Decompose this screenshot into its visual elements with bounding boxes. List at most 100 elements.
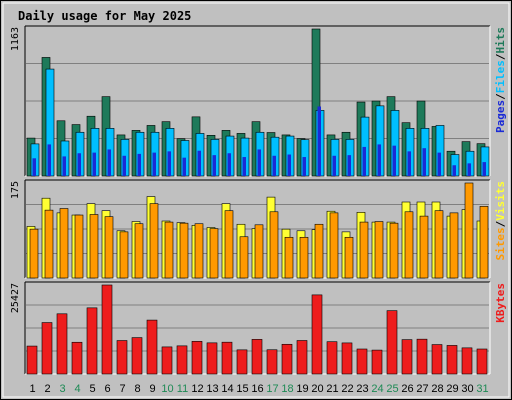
y-max-label: 175 xyxy=(10,181,21,199)
bar-kbytes xyxy=(416,338,428,375)
bar-pages xyxy=(137,153,141,176)
bar-kbytes xyxy=(251,339,263,375)
bar-pages xyxy=(257,149,261,176)
bar-pages xyxy=(212,155,216,176)
bar-sites xyxy=(119,231,129,279)
bar-pages xyxy=(77,153,81,176)
bar-sites xyxy=(299,236,309,279)
day-label: 13 xyxy=(206,383,218,395)
bar-sites xyxy=(134,223,144,279)
bar-pages xyxy=(122,155,126,176)
bar-sites xyxy=(479,206,489,279)
bar-pages xyxy=(197,150,201,176)
day-label: 3 xyxy=(59,383,65,395)
bar-sites xyxy=(389,222,399,279)
day-label: 16 xyxy=(251,383,263,395)
day-label: 19 xyxy=(296,383,308,395)
bar-pages xyxy=(47,144,51,176)
bar-kbytes xyxy=(371,349,383,375)
bar-kbytes xyxy=(176,345,188,375)
bar-kbytes xyxy=(41,322,53,375)
bar-kbytes xyxy=(206,342,218,375)
day-label: 14 xyxy=(221,383,233,395)
bar-pages xyxy=(227,153,231,176)
bar-pages xyxy=(152,152,156,176)
day-label: 9 xyxy=(149,383,155,395)
bar-sites xyxy=(284,236,294,279)
legend-entry: KBytes xyxy=(494,283,507,323)
bar-sites xyxy=(194,223,204,279)
day-label: 10 xyxy=(161,383,173,395)
legend-entry: Hits xyxy=(494,27,507,54)
bar-pages xyxy=(242,157,246,176)
bar-kbytes xyxy=(146,319,158,375)
bar-pages xyxy=(167,151,171,176)
panel-visits-sites: 175 Sites/Visits xyxy=(10,179,507,279)
day-label: 7 xyxy=(119,383,125,395)
day-label: 8 xyxy=(134,383,140,395)
bar-sites xyxy=(314,223,324,279)
bar-kbytes xyxy=(341,342,353,375)
day-label: 28 xyxy=(431,383,443,395)
bar-kbytes xyxy=(401,339,413,375)
day-label: 12 xyxy=(191,383,203,395)
bar-pages xyxy=(287,154,291,176)
bar-pages xyxy=(317,106,321,176)
legend-entry: Sites xyxy=(494,227,507,260)
day-label: 20 xyxy=(311,383,323,395)
bar-sites xyxy=(374,221,384,279)
bar-sites xyxy=(344,236,354,279)
bar-pages xyxy=(182,157,186,176)
day-label: 2 xyxy=(44,383,50,395)
day-label: 17 xyxy=(266,383,278,395)
legend-entry: Pages xyxy=(494,100,507,133)
bar-sites xyxy=(89,214,99,279)
bar-kbytes xyxy=(326,341,338,375)
bar-kbytes xyxy=(71,341,83,375)
bar-kbytes xyxy=(446,345,458,375)
bar-pages xyxy=(32,158,36,176)
bar-pages xyxy=(332,155,336,176)
day-label: 26 xyxy=(401,383,413,395)
bar-kbytes xyxy=(26,345,38,375)
bar-sites xyxy=(359,221,369,279)
bar-pages xyxy=(92,152,96,176)
day-label: 6 xyxy=(104,383,110,395)
panel-legend: Pages/Files/Hits xyxy=(494,27,507,133)
day-label: 31 xyxy=(476,383,488,395)
bar-kbytes xyxy=(116,340,128,375)
bar-sites xyxy=(149,203,159,279)
bar-pages xyxy=(482,162,486,176)
day-label: 23 xyxy=(356,383,368,395)
panel-legend: KBytes xyxy=(494,283,507,323)
day-label: 1 xyxy=(29,383,35,395)
panels: 1163Pages/Files/Hits175Sites/Visits25427… xyxy=(10,25,507,375)
bar-pages xyxy=(302,157,306,176)
day-label: 25 xyxy=(386,383,398,395)
legend-entry: / xyxy=(494,93,507,100)
bar-pages xyxy=(62,156,66,176)
bar-sites xyxy=(179,222,189,279)
bar-pages xyxy=(272,155,276,176)
bar-kbytes xyxy=(101,284,113,375)
bar-kbytes xyxy=(431,344,443,375)
bar-sites xyxy=(164,221,174,279)
chart-title: Daily usage for May 2025 xyxy=(18,9,191,23)
bar-pages xyxy=(452,165,456,176)
bar-kbytes xyxy=(296,340,308,375)
day-label: 4 xyxy=(74,383,80,395)
bar-kbytes xyxy=(86,307,98,375)
bar-kbytes xyxy=(266,349,278,375)
legend-entry: Visits xyxy=(494,181,507,221)
day-label: 24 xyxy=(371,383,383,395)
bar-sites xyxy=(464,182,474,279)
day-label: 29 xyxy=(446,383,458,395)
bar-sites xyxy=(44,209,54,279)
bar-kbytes xyxy=(56,313,68,375)
bar-kbytes xyxy=(356,348,368,375)
bar-sites xyxy=(419,215,429,279)
bar-sites xyxy=(434,210,444,279)
bar-pages xyxy=(407,151,411,176)
day-label: 21 xyxy=(326,383,338,395)
